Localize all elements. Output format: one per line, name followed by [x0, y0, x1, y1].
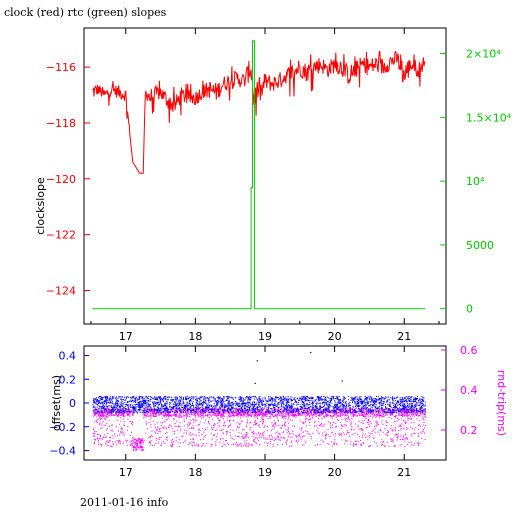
top-x-tick-label: 19	[258, 330, 272, 343]
bottom-y-tick-label: −0.2	[49, 421, 76, 434]
bottom-x-tick-label: 18	[188, 466, 202, 479]
bottom-x-tick-label: 19	[258, 466, 272, 479]
top-x-tick-label: 20	[328, 330, 342, 343]
offset-outlier-point	[341, 380, 343, 382]
top-y-tick-label: −120	[46, 173, 76, 186]
offset-outlier-point	[256, 360, 258, 362]
bottom-y-tick-label: 0	[69, 397, 76, 410]
bottom-x-tick-label: 20	[328, 466, 342, 479]
top-plot-frame	[83, 27, 447, 325]
bottom-y-tick-label: 0.4	[59, 350, 77, 363]
bottom-y2-tick-label: 0.6	[460, 344, 478, 357]
top-y2-tick-label: 1.5×10⁴	[466, 111, 512, 124]
offset-scatter-series	[92, 395, 427, 414]
top-y2-tick-label: 5000	[466, 239, 494, 252]
offset-outlier-point	[254, 382, 256, 384]
chart-title: clock (red) rtc (green) slopes	[4, 6, 167, 19]
bottom-y2-tick-label: 0.4	[460, 384, 478, 397]
top-y2-tick-label: 2×10⁴	[466, 48, 501, 61]
top-y-tick-label: −118	[46, 117, 76, 130]
top-x-tick-label: 17	[119, 330, 133, 343]
bottom-y2-axis-label: rnd-trip(ms)	[495, 370, 508, 436]
footer-info: 2011-01-16 info	[80, 496, 169, 509]
top-x-tick-label: 21	[397, 330, 411, 343]
top-y-axis-label: clockslope	[34, 177, 47, 235]
top-y-tick-label: −124	[46, 284, 76, 297]
bottom-y-tick-label: 0.2	[59, 373, 77, 386]
top-y2-tick-label: 0	[466, 303, 473, 316]
roundtrip-scatter-series	[92, 408, 427, 451]
bottom-y-tick-label: −0.4	[49, 445, 76, 458]
top-y-tick-label: −116	[46, 61, 76, 74]
bottom-y-axis-label: offset(ms)	[50, 375, 63, 431]
bottom-x-tick-label: 17	[119, 466, 133, 479]
bottom-x-tick-label: 21	[397, 466, 411, 479]
bottom-y2-tick-label: 0.2	[460, 424, 478, 437]
top-x-tick-label: 18	[188, 330, 202, 343]
clock-slope-series	[92, 50, 426, 174]
top-y2-tick-label: 10⁴	[466, 175, 485, 188]
top-y-tick-label: −122	[46, 229, 76, 242]
rtc-slope-series	[92, 40, 426, 310]
offset-outlier-point	[310, 351, 312, 354]
